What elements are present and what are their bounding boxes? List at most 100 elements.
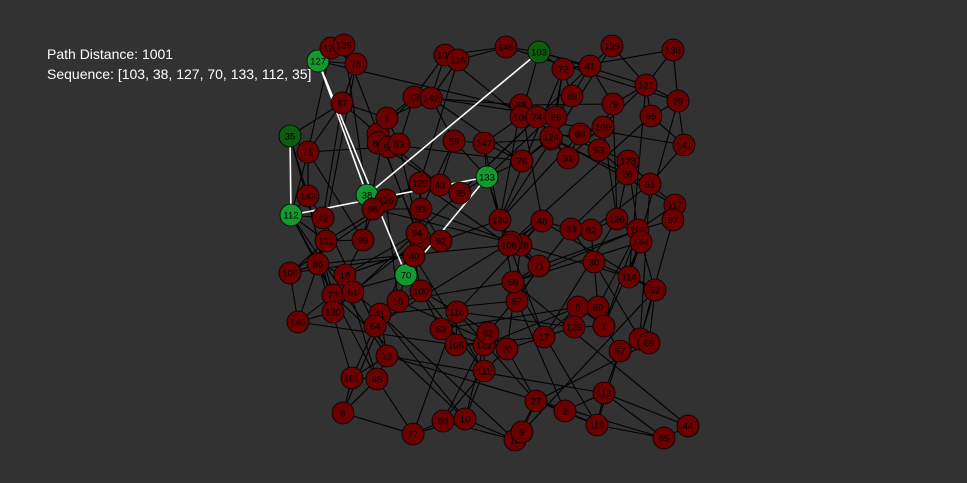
graph-node-68[interactable]: 68	[568, 122, 592, 146]
graph-node-65[interactable]: 65	[639, 104, 663, 128]
graph-node-108[interactable]: 108	[497, 233, 521, 257]
graph-node-57[interactable]: 57	[608, 339, 632, 363]
graph-node-53[interactable]: 53	[587, 138, 611, 162]
graph-node-52[interactable]: 52	[643, 278, 667, 302]
graph-node-92[interactable]: 92	[429, 229, 453, 253]
graph-node-100[interactable]: 100	[409, 279, 433, 303]
graph-node-121[interactable]: 121	[634, 73, 658, 97]
graph-node-63[interactable]: 63	[429, 317, 453, 341]
graph-node-94[interactable]: 94	[405, 221, 429, 245]
graph-node-143[interactable]: 143	[296, 184, 320, 208]
graph-node-105[interactable]: 105	[444, 333, 468, 357]
graph-node-116[interactable]: 116	[446, 48, 470, 72]
graph-node-33[interactable]: 33	[559, 217, 583, 241]
graph-node-129[interactable]: 129	[408, 171, 432, 195]
graph-node-30[interactable]: 30	[582, 250, 606, 274]
graph-node-126[interactable]: 126	[605, 207, 629, 231]
graph-node-87[interactable]: 87	[330, 91, 354, 115]
graph-node-79[interactable]: 79	[601, 92, 625, 116]
graph-node-67[interactable]: 67	[505, 289, 529, 313]
graph-node-124[interactable]: 124	[539, 125, 563, 149]
graph-node-89[interactable]: 89	[560, 84, 584, 108]
graph-node-40[interactable]: 40	[402, 244, 426, 268]
graph-node-113[interactable]: 113	[592, 381, 616, 405]
graph-node-17[interactable]: 17	[532, 325, 556, 349]
graph-node-35[interactable]: 35	[278, 124, 302, 148]
graph-node-138[interactable]: 138	[661, 38, 685, 62]
graph-node-42[interactable]: 42	[311, 206, 335, 230]
graph-node-95[interactable]: 95	[448, 181, 472, 205]
graph-node-29[interactable]: 29	[666, 89, 690, 113]
graph-node-139[interactable]: 139	[600, 34, 624, 58]
graph-node-1[interactable]: 1	[375, 106, 399, 130]
graph-node-31[interactable]: 31	[556, 146, 580, 170]
graph-node-131[interactable]: 131	[314, 229, 338, 253]
graph-node-64[interactable]: 64	[363, 314, 387, 338]
graph-node-99[interactable]: 99	[351, 228, 375, 252]
graph-node-77[interactable]: 77	[401, 422, 425, 446]
graph-node-103[interactable]: 103	[527, 40, 551, 64]
graph-node-133[interactable]: 133	[475, 165, 499, 189]
graph-node-112[interactable]: 112	[279, 203, 303, 227]
graph-node-83[interactable]: 83	[387, 132, 411, 156]
graph-node-86[interactable]: 86	[306, 252, 330, 276]
graph-node-48[interactable]: 48	[530, 209, 554, 233]
graph-node-51[interactable]: 51	[638, 172, 662, 196]
graph-node-130[interactable]: 130	[321, 300, 345, 324]
graph-node-78[interactable]: 78	[344, 52, 368, 76]
graph-node-93[interactable]: 93	[409, 197, 433, 221]
node-circle	[476, 321, 500, 345]
graph-node-125[interactable]: 125	[562, 315, 586, 339]
graph-node-43[interactable]: 43	[428, 173, 452, 197]
graph-node-85[interactable]: 85	[652, 426, 676, 450]
graph-node-96[interactable]: 96	[361, 197, 385, 221]
graph-node-120[interactable]: 120	[488, 208, 512, 232]
graph-node-141[interactable]: 141	[672, 133, 696, 157]
graph-node-6[interactable]: 6	[566, 295, 590, 319]
graph-node-44[interactable]: 44	[676, 414, 700, 438]
graph-node-45[interactable]: 45	[365, 367, 389, 391]
graph-node-147[interactable]: 147	[472, 131, 496, 155]
graph-node-135[interactable]: 135	[332, 33, 356, 57]
graph-node-20[interactable]: 20	[495, 337, 519, 361]
graph-node-114[interactable]: 114	[617, 265, 641, 289]
graph-node-2[interactable]: 2	[553, 399, 577, 423]
graph-node-71[interactable]: 71	[527, 254, 551, 278]
graph-node-110[interactable]: 110	[445, 300, 469, 324]
graph-node-106[interactable]: 106	[278, 261, 302, 285]
graph-node-101[interactable]: 101	[340, 366, 364, 390]
graph-node-111[interactable]: 111	[472, 359, 496, 383]
graph-node-26[interactable]: 26	[544, 105, 568, 129]
graph-node-10[interactable]: 10	[453, 407, 477, 431]
graph-node-7[interactable]: 7	[592, 314, 616, 338]
path-edge	[366, 51, 540, 196]
graph-node-27[interactable]: 27	[524, 389, 548, 413]
graph-node-72[interactable]: 72	[551, 57, 575, 81]
graph-node-41[interactable]: 41	[578, 54, 602, 78]
graph-node-146[interactable]: 146	[494, 35, 518, 59]
graph-node-50[interactable]: 50	[586, 295, 610, 319]
graph-edge	[419, 59, 459, 184]
graph-node-16[interactable]: 16	[386, 289, 410, 313]
graph-node-145[interactable]: 145	[286, 310, 310, 334]
graph-node-97[interactable]: 97	[661, 208, 685, 232]
graph-node-23[interactable]: 23	[375, 344, 399, 368]
graph-node-109[interactable]: 109	[591, 115, 615, 139]
graph-node-28[interactable]: 28	[615, 162, 639, 186]
graph-node-9[interactable]: 9	[510, 420, 534, 444]
graph-node-80[interactable]: 80	[431, 409, 455, 433]
graph-node-104[interactable]: 104	[509, 105, 533, 129]
node-circle	[661, 208, 685, 232]
graph-node-144[interactable]: 144	[629, 230, 653, 254]
graph-node-69[interactable]: 69	[637, 331, 661, 355]
graph-node-59[interactable]: 59	[442, 129, 466, 153]
graph-node-62[interactable]: 62	[476, 321, 500, 345]
graph-node-82[interactable]: 82	[579, 218, 603, 242]
graph-node-119[interactable]: 119	[585, 413, 609, 437]
graph-node-75[interactable]: 75	[296, 140, 320, 164]
graph-node-8[interactable]: 8	[331, 401, 355, 425]
graph-node-61[interactable]: 61	[341, 280, 365, 304]
graph-node-58[interactable]: 58	[501, 270, 525, 294]
graph-node-76[interactable]: 76	[510, 149, 534, 173]
graph-node-142[interactable]: 142	[419, 86, 443, 110]
